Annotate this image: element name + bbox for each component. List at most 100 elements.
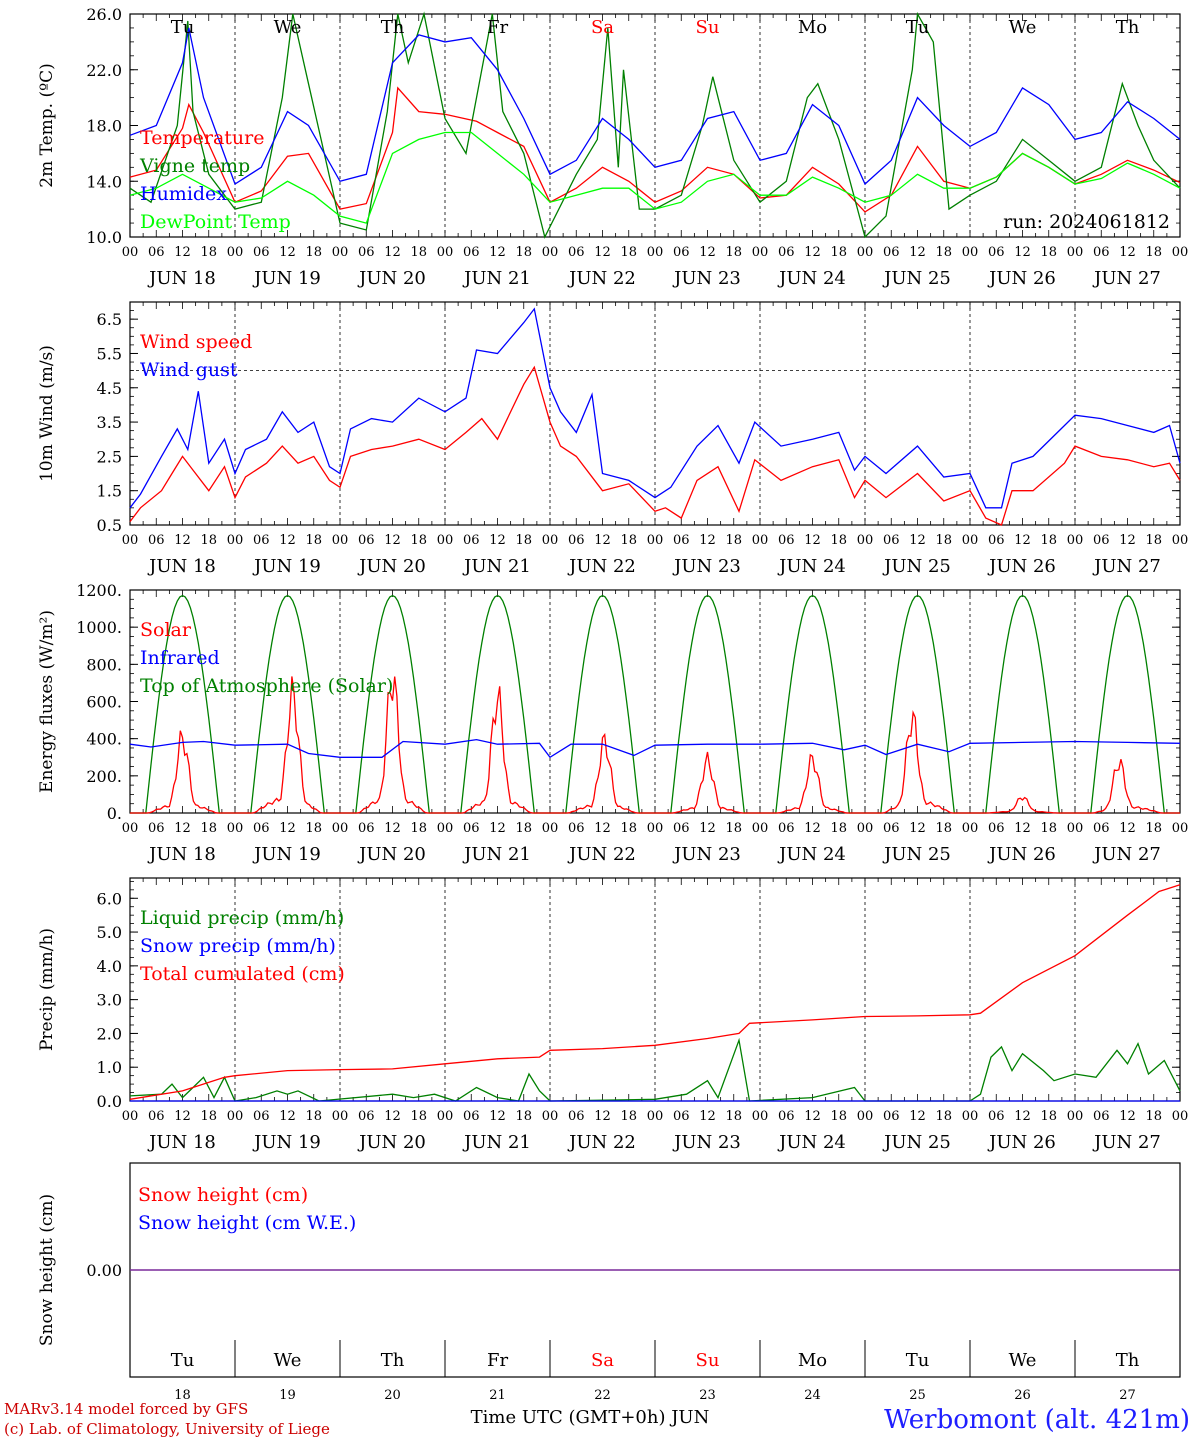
- date-label: JUN 24: [777, 556, 846, 577]
- date-label: JUN 27: [1092, 556, 1161, 577]
- date-label: JUN 22: [567, 1132, 636, 1153]
- footer-credit-line: (c) Lab. of Climatology, University of L…: [4, 1420, 330, 1438]
- hour-tick-label: 18: [1145, 533, 1162, 548]
- hour-tick-label: 06: [148, 1109, 165, 1124]
- y-axis-label: 2m Temp. (ºC): [37, 63, 57, 188]
- date-label: JUN 25: [882, 556, 951, 577]
- hour-tick-label: 12: [699, 245, 716, 260]
- hour-tick-label: 06: [568, 1109, 585, 1124]
- date-label: JUN 25: [882, 268, 951, 289]
- hour-tick-label: 12: [909, 1109, 926, 1124]
- hour-tick-label: 00: [752, 821, 769, 836]
- hour-tick-label: 00: [542, 1109, 559, 1124]
- hour-tick-label: 00: [857, 533, 874, 548]
- hour-tick-label: 00: [752, 1109, 769, 1124]
- day-number-label: 24: [804, 1388, 821, 1403]
- hour-tick-label: 12: [384, 1109, 401, 1124]
- x-axis-label: Time UTC (GMT+0h) JUN: [471, 1407, 710, 1428]
- run-label: run: 2024061812: [1003, 211, 1170, 233]
- hour-tick-label: 12: [384, 533, 401, 548]
- hour-tick-label: 06: [1093, 821, 1110, 836]
- hour-tick-label: 06: [988, 821, 1005, 836]
- hour-tick-label: 12: [594, 533, 611, 548]
- precip-panel: 0.0 1.0 2.0 3.0 4.0 5.0 6.0 Precip (mm/h) 00 06 12…: [37, 877, 1189, 1153]
- y-tick-label: 1.0: [97, 1058, 122, 1077]
- hour-tick-label: 00: [332, 1109, 349, 1124]
- hour-tick-label: 18: [1040, 533, 1057, 548]
- hour-tick-label: 12: [174, 1109, 191, 1124]
- hour-tick-label: 00: [437, 821, 454, 836]
- legend-entry: Solar: [140, 619, 192, 641]
- hour-tick-label: 18: [725, 821, 742, 836]
- hour-tick-label: 12: [804, 245, 821, 260]
- snow-panel: 0.00 Snow height (cm) Snow height (cm) Snow…: [37, 1162, 1181, 1428]
- date-label: JUN 20: [357, 556, 426, 577]
- hour-tick-label: 00: [647, 245, 664, 260]
- hour-tick-label: 06: [673, 245, 690, 260]
- day-number-label: 25: [909, 1388, 926, 1403]
- hour-tick-label: 00: [1067, 245, 1084, 260]
- y-axis-label: 10m Wind (m/s): [37, 345, 57, 482]
- y-tick-label: 22.0: [86, 61, 122, 80]
- date-label: JUN 18: [147, 1132, 216, 1153]
- hour-tick-label: 00: [1172, 533, 1189, 548]
- series-line: [129, 307, 1181, 509]
- hour-tick-label: 18: [305, 821, 322, 836]
- hour-tick-label: 00: [437, 533, 454, 548]
- hour-tick-label: 18: [1040, 821, 1057, 836]
- hour-tick-label: 18: [410, 245, 427, 260]
- y-tick-label: 4.5: [97, 379, 122, 398]
- hour-tick-label: 12: [1014, 821, 1031, 836]
- date-label: JUN 19: [252, 1132, 321, 1153]
- hour-tick-label: 06: [883, 245, 900, 260]
- hour-tick-label: 00: [122, 821, 139, 836]
- hour-tick-label: 12: [279, 533, 296, 548]
- hour-tick-label: 12: [699, 1109, 716, 1124]
- hour-tick-label: 18: [515, 1109, 532, 1124]
- day-number-label: 23: [699, 1388, 716, 1403]
- date-label: JUN 19: [252, 844, 321, 865]
- hour-tick-label: 18: [200, 533, 217, 548]
- y-axis-label: Snow height (cm): [37, 1194, 57, 1346]
- hour-tick-label: 00: [1172, 1109, 1189, 1124]
- hour-tick-label: 00: [1067, 821, 1084, 836]
- hour-tick-label: 06: [778, 821, 795, 836]
- hour-tick-label: 18: [620, 1109, 637, 1124]
- wind-panel: 0.5 1.5 2.5 3.5 4.5 5.5 6.5 10m Wind (m/s) 00 06 1…: [37, 301, 1189, 577]
- weekday-label: Th: [1116, 1350, 1140, 1371]
- footer-location: Werbomont (alt. 421m): [884, 1405, 1190, 1435]
- hour-tick-label: 12: [909, 533, 926, 548]
- hour-tick-label: 12: [489, 1109, 506, 1124]
- hour-tick-label: 00: [122, 245, 139, 260]
- hour-tick-label: 06: [988, 245, 1005, 260]
- y-tick-label: 26.0: [86, 5, 122, 24]
- y-tick-label: 2.0: [97, 1024, 122, 1043]
- date-label: JUN 23: [672, 268, 741, 289]
- hour-tick-label: 18: [410, 821, 427, 836]
- hour-tick-label: 18: [410, 533, 427, 548]
- hour-tick-label: 12: [279, 821, 296, 836]
- hour-tick-label: 06: [988, 533, 1005, 548]
- series-line: [129, 738, 1181, 759]
- legend-entry: Snow height (cm W.E.): [138, 1212, 356, 1234]
- hour-tick-label: 00: [542, 245, 559, 260]
- hour-tick-label: 06: [673, 1109, 690, 1124]
- y-tick-label: 1000.: [76, 618, 122, 637]
- hour-tick-label: 06: [883, 1109, 900, 1124]
- day-number-label: 21: [489, 1388, 506, 1403]
- legend-entry: Vigne temp: [139, 155, 250, 177]
- hour-tick-label: 06: [778, 245, 795, 260]
- hour-tick-label: 12: [384, 821, 401, 836]
- temperature-panel: 10.0 14.0 18.0 22.0 26.0 2m Temp. (ºC) 00 06 12 1…: [37, 5, 1188, 289]
- date-label: JUN 25: [882, 844, 951, 865]
- y-tick-label: 1200.: [76, 581, 122, 600]
- hour-tick-label: 18: [725, 533, 742, 548]
- hour-tick-label: 00: [332, 533, 349, 548]
- hour-tick-label: 00: [437, 1109, 454, 1124]
- hour-tick-label: 12: [594, 245, 611, 260]
- hour-tick-label: 06: [568, 533, 585, 548]
- weekday-label: Tu: [906, 1350, 930, 1371]
- hour-tick-label: 18: [1145, 1109, 1162, 1124]
- hour-tick-label: 18: [1040, 245, 1057, 260]
- hour-tick-label: 12: [1119, 1109, 1136, 1124]
